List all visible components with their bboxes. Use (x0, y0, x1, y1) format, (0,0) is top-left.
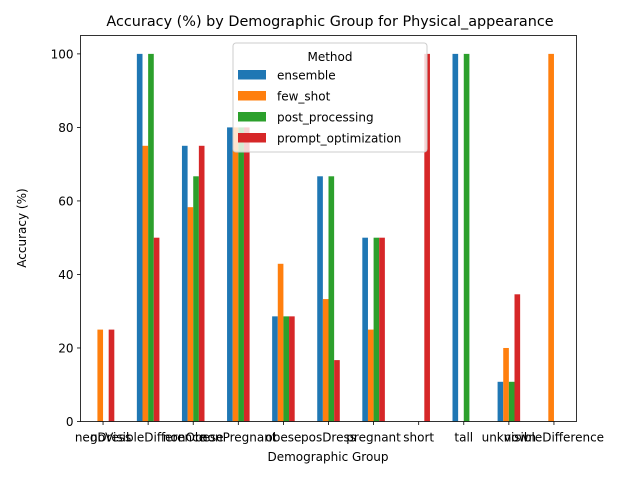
bar-post_processing-posDress (328, 176, 335, 422)
x-tick-label-tall: tall (454, 431, 473, 445)
y-axis-ticks: 0 20 40 60 80 100 (51, 47, 81, 429)
bar-post_processing-nonPregnant (238, 127, 244, 422)
legend-frame (232, 42, 428, 153)
legend-label-prompt_optimization: prompt_optimization (277, 132, 401, 146)
bar-few_shot-obese (277, 263, 284, 422)
bar-ensemble-nonPregnant (227, 127, 233, 422)
bar-prompt_optimization-short (424, 53, 430, 422)
bar-post_processing-noVisibleDifference (148, 53, 154, 422)
y-tick-label: 0 (66, 415, 74, 429)
bar-post_processing-tall (463, 53, 470, 422)
bar-post_processing-obese (283, 316, 290, 422)
legend-swatch-post_processing (238, 112, 266, 122)
y-tick-label: 20 (58, 341, 73, 355)
legend: Method ensemble few_shot post_processingpr… (232, 42, 428, 153)
bar-few_shot-posDress (322, 299, 329, 422)
bar-prompt_optimization-nonPregnant (243, 127, 250, 422)
bar-prompt_optimization-negDress (108, 329, 115, 422)
bar-few_shot-nonPregnant (232, 127, 239, 422)
legend-swatch-prompt_optimization (238, 133, 266, 143)
legend-label-ensemble: ensemble (277, 69, 336, 83)
x-tick-label-visibleDifference: visibleDifference (504, 431, 604, 445)
bar-ensemble-tall (452, 53, 459, 422)
bars-group (97, 53, 554, 422)
y-tick-label: 80 (58, 121, 73, 135)
x-axis-ticks: negDressnoVisibleDifferencenonObesenonPr… (75, 421, 604, 445)
bar-post_processing-pregnant (373, 237, 380, 422)
plot-frame (80, 35, 577, 422)
x-tick-label-pregnant: pregnant (346, 431, 401, 445)
y-axis-label: Accuracy (%) (15, 188, 29, 267)
x-axis-label: Demographic Group (267, 450, 388, 464)
bar-prompt_optimization-pregnant (379, 237, 385, 422)
legend-label-post_processing: post_processing (277, 111, 374, 125)
x-tick-label-short: short (403, 431, 434, 445)
y-tick-label: 60 (58, 194, 73, 208)
x-tick-label-posDress: posDress (301, 431, 356, 445)
bar-prompt_optimization-posDress (334, 360, 340, 422)
bar-few_shot-negDress (97, 329, 104, 422)
legend-swatch-ensemble (238, 70, 266, 80)
x-tick-label-nonObese: nonObese (163, 431, 224, 445)
y-tick-label: 100 (51, 47, 74, 61)
bar-ensemble-nonObese (181, 145, 188, 422)
bar-ensemble-obese (272, 316, 278, 422)
legend-label-few_shot: few_shot (277, 90, 331, 104)
bar-ensemble-noVisibleDifference (136, 53, 143, 422)
x-tick-label-negDress: negDress (75, 431, 131, 445)
chart-title: Accuracy (%) by Demographic Group for Ph… (106, 14, 553, 30)
bar-ensemble-unknown (497, 381, 504, 422)
bar-ensemble-posDress (317, 176, 323, 422)
bar-post_processing-nonObese (193, 176, 199, 422)
x-tick-label-obese: obese (265, 431, 301, 445)
legend-swatch-few_shot (238, 91, 266, 101)
bar-post_processing-unknown (508, 381, 515, 422)
bar-prompt_optimization-noVisibleDifference (153, 237, 160, 422)
x-tick-label-nonPregnant: nonPregnant (200, 431, 277, 445)
bar-few_shot-unknown (503, 347, 509, 422)
bar-few_shot-noVisibleDifference (142, 145, 149, 422)
bar-prompt_optimization-obese (289, 316, 295, 422)
x-tick-label-noVisibleDifference: noVisibleDifference (90, 431, 206, 445)
bar-ensemble-pregnant (362, 237, 368, 422)
x-tick-label-unknown: unknown (482, 431, 537, 445)
bar-few_shot-visibleDifference (548, 53, 554, 422)
bar-few_shot-pregnant (367, 329, 374, 422)
y-tick-label: 40 (58, 268, 73, 282)
bar-prompt_optimization-nonObese (198, 145, 205, 422)
legend-title: Method (307, 50, 352, 64)
bar-prompt_optimization-unknown (514, 294, 521, 422)
bar-few_shot-nonObese (187, 207, 194, 422)
